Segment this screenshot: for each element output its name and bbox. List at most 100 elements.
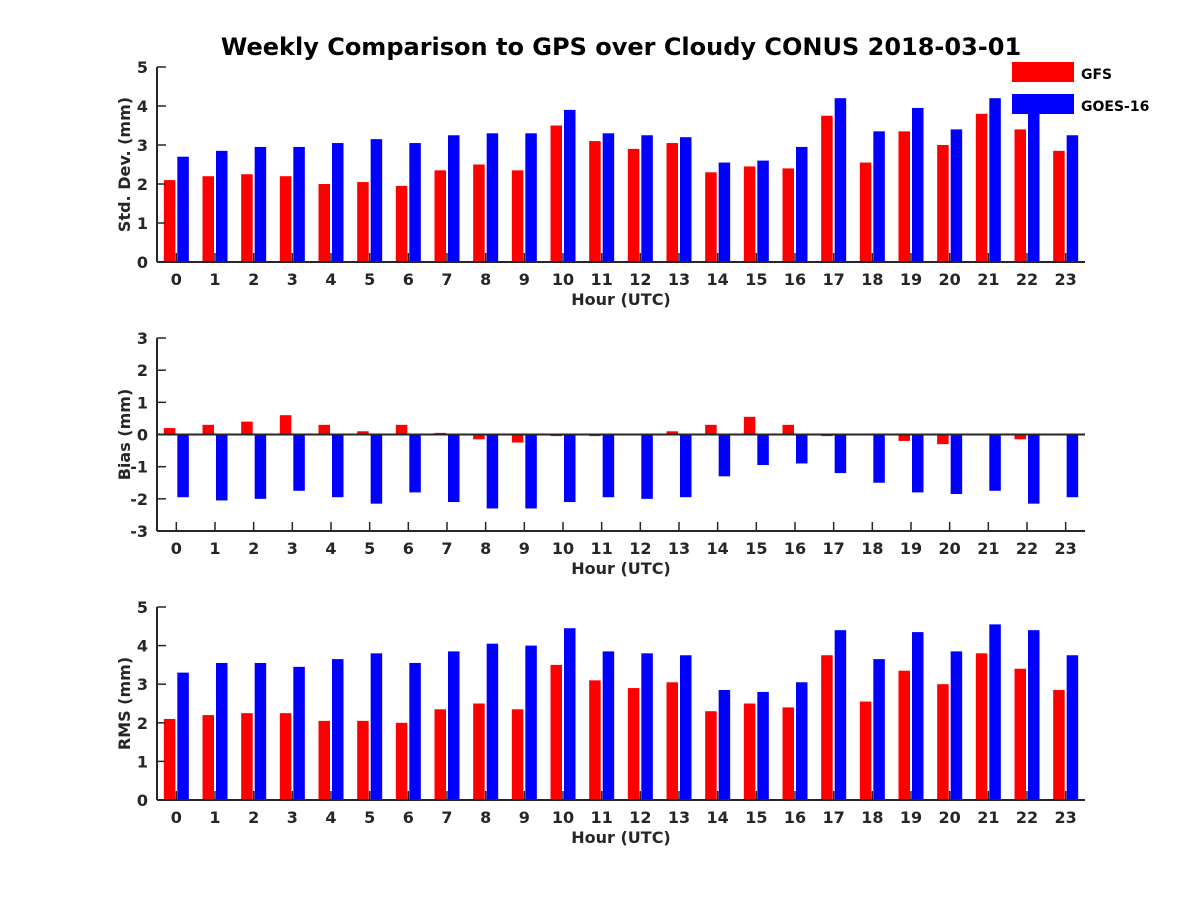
bar-goes16-hour-16 [796,434,808,464]
x-tick-label: 20 [939,270,961,289]
bar-goes16-hour-20 [950,434,963,495]
x-tick-label: 14 [707,270,729,289]
bar-goes16-hour-9 [525,133,537,262]
bar-goes16-hour-11 [602,434,615,498]
bar-gfs-hour-1 [202,715,214,800]
bar-gfs-hour-16 [782,168,794,262]
bar-gfs-hour-0 [163,428,176,435]
bar-goes16-hour-12 [641,653,653,800]
x-tick-label: 18 [861,270,883,289]
x-tick-label: 3 [287,808,298,827]
x-tick-label: 19 [900,270,922,289]
bar-goes16-hour-12 [641,434,653,499]
legend: GFS GOES-16 [1012,62,1149,115]
bar-gfs-hour-21 [975,113,988,262]
bar-gfs-hour-22 [1014,668,1026,800]
bar-goes16-hour-18 [873,131,885,262]
x-tick-label: 0 [171,270,182,289]
bar-gfs-hour-19 [898,670,910,800]
x-tick-label: 6 [403,539,414,558]
bar-gfs-hour-11 [589,141,601,262]
bar-gfs-hour-4 [318,720,330,800]
bar-gfs-hour-15 [743,166,756,262]
x-tick-label: 4 [325,539,336,558]
x-tick-label: 4 [325,270,336,289]
bar-gfs-hour-16 [782,707,794,800]
bar-gfs-hour-17 [821,115,833,262]
bar-goes16-hour-2 [254,146,267,262]
bar-gfs-hour-2 [241,421,253,435]
bar-goes16-hour-1 [216,662,228,800]
x-tick-label: 19 [900,539,922,558]
x-tick-label: 3 [287,539,298,558]
x-tick-label: 16 [784,270,806,289]
y-tick-label: 1 [137,214,148,233]
y-tick-label: 5 [137,598,148,617]
bar-goes16-hour-19 [912,632,924,800]
bar-goes16-hour-13 [680,655,692,800]
bar-gfs-hour-13 [666,143,678,262]
bar-gfs-hour-22 [1014,434,1026,440]
bar-gfs-hour-14 [705,424,717,435]
x-tick-label: 23 [1055,270,1077,289]
bar-gfs-hour-4 [318,424,330,435]
bar-gfs-hour-7 [434,709,446,800]
x-tick-label: 12 [629,808,651,827]
bar-gfs-hour-8 [473,703,485,800]
x-tick-label: 5 [364,270,375,289]
bar-gfs-hour-17 [821,655,833,800]
bar-goes16-hour-15 [757,434,769,466]
bar-goes16-hour-20 [950,129,963,262]
y-tick-label: 2 [137,361,148,380]
y-axis-label: Std. Dev. (mm) [115,97,134,232]
bar-goes16-hour-3 [293,434,305,491]
bar-goes16-hour-4 [332,659,344,800]
bar-gfs-hour-15 [743,416,756,435]
bar-gfs-hour-13 [666,431,678,435]
bar-gfs-hour-1 [202,424,214,435]
bar-gfs-hour-14 [705,711,717,800]
bar-gfs-hour-2 [241,174,253,262]
x-tick-label: 1 [209,270,220,289]
bar-goes16-hour-7 [448,135,460,262]
x-tick-label: 3 [287,270,298,289]
x-tick-label: 18 [861,808,883,827]
y-tick-label: 5 [137,58,148,77]
bar-goes16-hour-9 [525,645,537,800]
bar-goes16-hour-9 [525,434,537,509]
bar-goes16-hour-5 [370,653,383,800]
bar-goes16-hour-20 [950,651,963,800]
x-tick-label: 1 [209,808,220,827]
x-tick-label: 4 [325,808,336,827]
bar-goes16-hour-6 [409,434,421,493]
x-tick-label: 21 [977,539,999,558]
chart-title: Weekly Comparison to GPS over Cloudy CON… [221,33,1021,61]
y-tick-label: 1 [137,393,148,412]
x-tick-label: 8 [480,808,491,827]
bar-goes16-hour-16 [796,682,808,800]
bar-goes16-hour-22 [1028,630,1040,800]
bar-gfs-hour-13 [666,682,678,800]
bar-gfs-hour-10 [550,125,562,262]
x-tick-label: 13 [668,270,690,289]
bar-gfs-hour-20 [937,434,949,445]
x-tick-label: 14 [707,808,729,827]
bar-gfs-hour-16 [782,424,794,435]
bar-gfs-hour-8 [473,164,485,262]
x-tick-label: 13 [668,808,690,827]
x-tick-label: 7 [441,539,452,558]
bar-gfs-hour-5 [357,431,369,435]
bar-goes16-hour-6 [409,143,421,262]
x-tick-label: 22 [1016,539,1038,558]
x-tick-label: 6 [403,808,414,827]
x-tick-label: 9 [519,539,530,558]
x-tick-label: 20 [939,539,961,558]
bar-gfs-hour-9 [511,170,524,262]
x-tick-label: 23 [1055,808,1077,827]
x-tick-label: 5 [364,808,375,827]
y-tick-label: 4 [137,97,148,116]
bar-goes16-hour-10 [564,109,576,263]
y-tick-label: 1 [137,752,148,771]
